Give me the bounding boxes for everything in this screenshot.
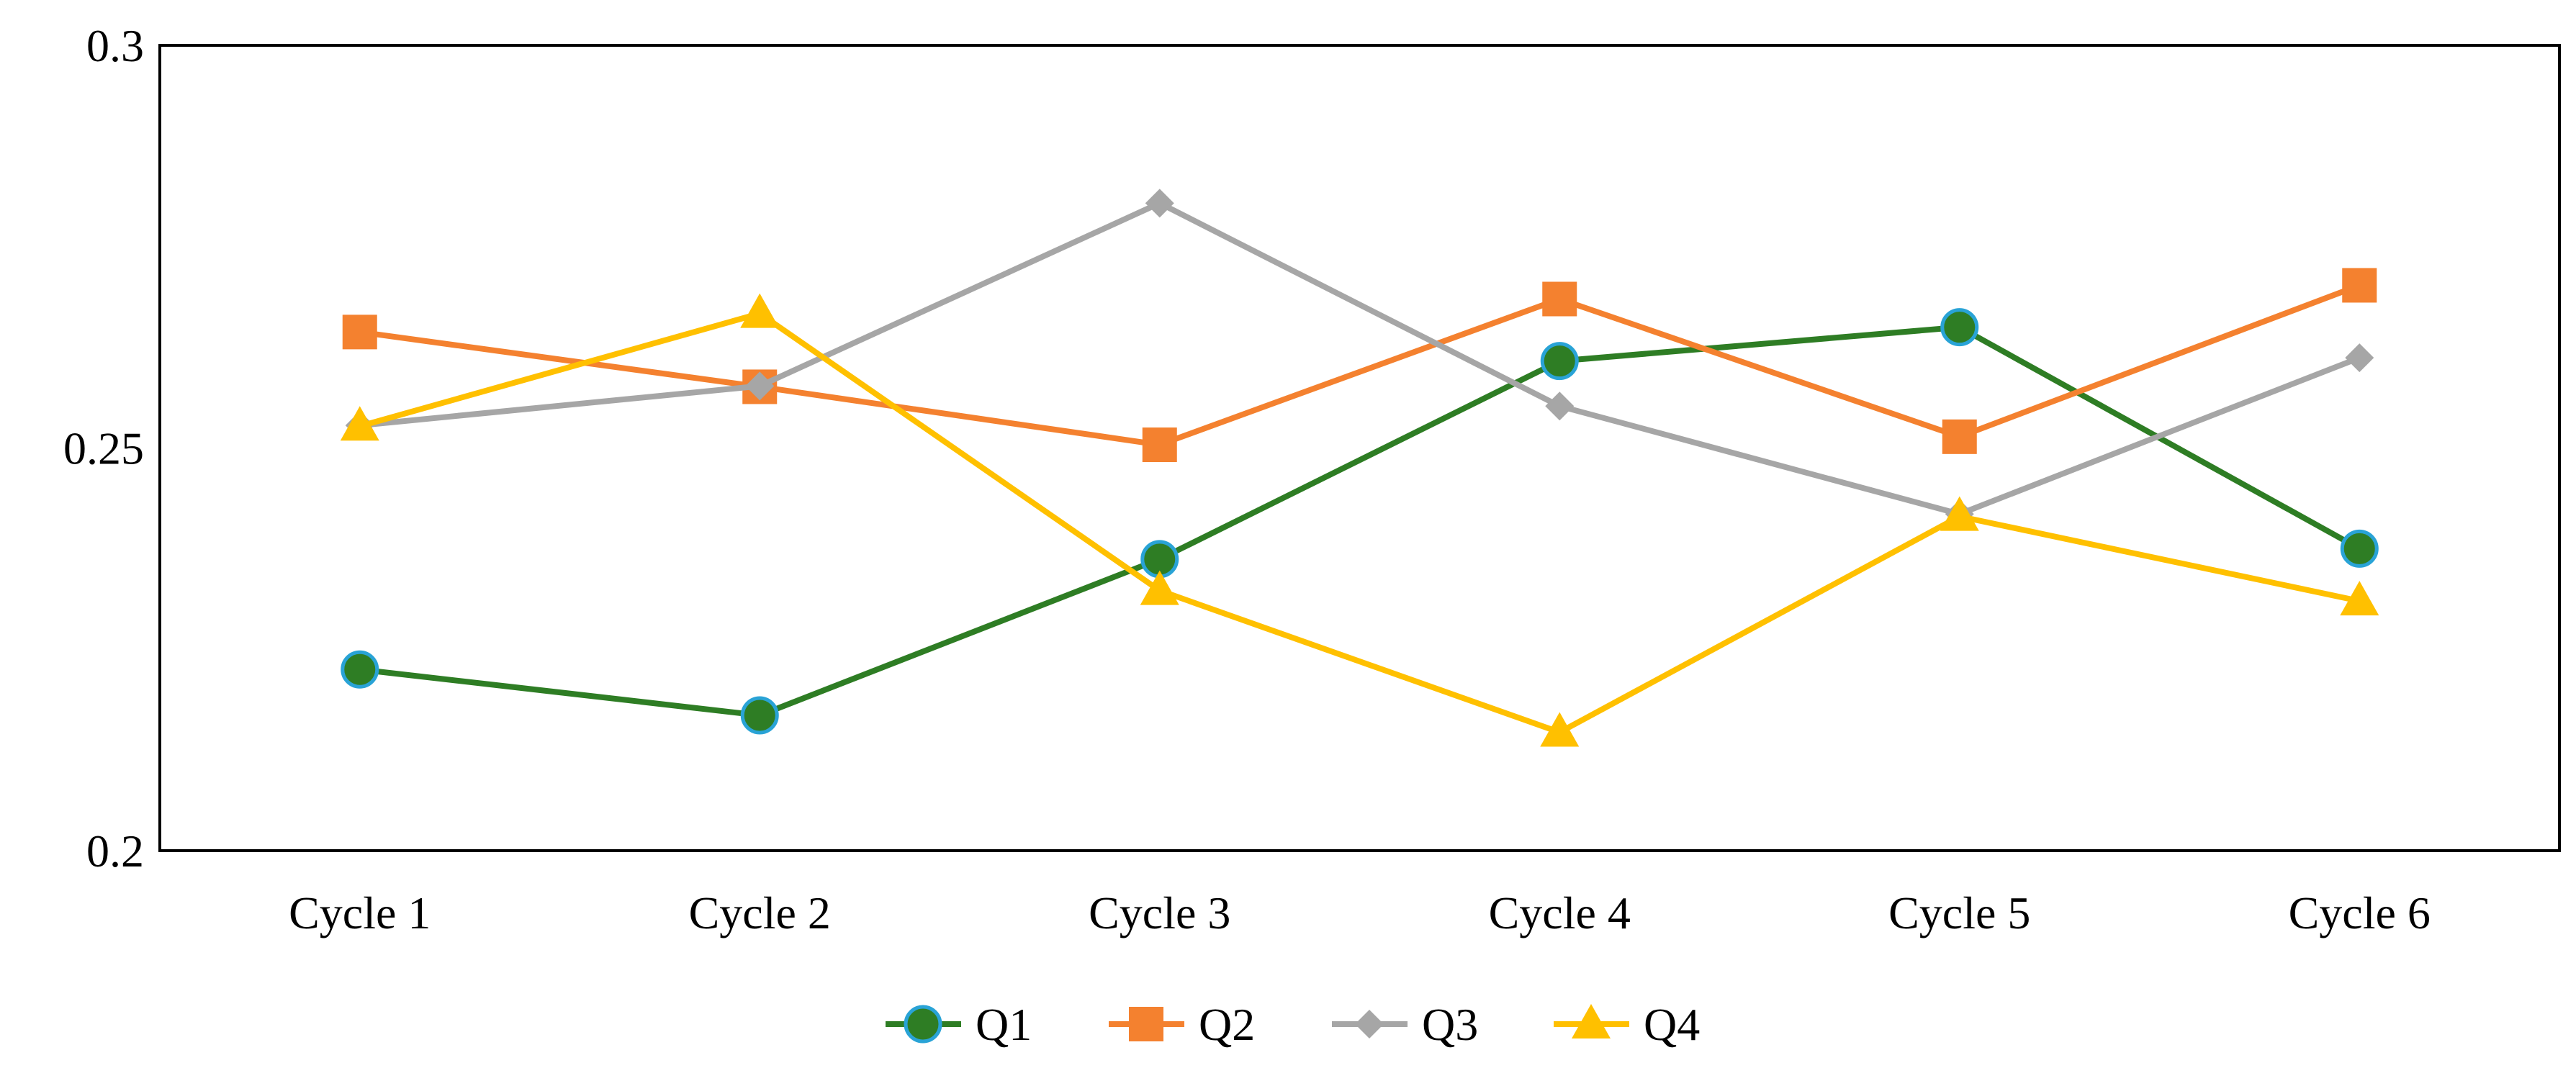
data-point-q2 <box>342 314 377 350</box>
series-line-q4 <box>359 310 2361 736</box>
series-line-q3 <box>359 200 2361 517</box>
data-point-q3 <box>2345 343 2374 373</box>
data-point-q2 <box>1142 427 1177 463</box>
data-point-q3 <box>1545 392 1575 421</box>
y-tick-label: 0.3 <box>86 20 144 71</box>
x-tick-label: Cycle 4 <box>1489 887 1631 938</box>
y-tick-label: 0.25 <box>63 423 144 474</box>
data-point-q1 <box>1540 342 1579 381</box>
legend-label: Q4 <box>1644 999 1700 1050</box>
data-point-q4 <box>740 293 780 328</box>
data-point-q2 <box>1942 419 1977 454</box>
legend-label: Q2 <box>1199 999 1255 1050</box>
x-tick-label: Cycle 6 <box>2289 887 2431 938</box>
legend-marker <box>1572 1004 1611 1038</box>
series-q4 <box>340 293 2379 747</box>
legend-item-q4: Q4 <box>1554 999 1700 1050</box>
data-point-q3 <box>745 371 775 401</box>
data-point-q1 <box>1940 308 1979 347</box>
series-q1 <box>341 308 2379 735</box>
data-point-q3 <box>1145 189 1174 218</box>
legend-item-q2: Q2 <box>1109 999 1255 1050</box>
x-tick-label: Cycle 3 <box>1089 887 1230 938</box>
y-axis-tick-labels: 0.2 0.25 0.3 <box>63 20 144 877</box>
x-axis-tick-labels: Cycle 1 Cycle 2 Cycle 3 Cycle 4 Cycle 5 Cycle… <box>289 887 2431 938</box>
data-point-q1 <box>341 650 379 689</box>
data-point-q1 <box>740 696 779 735</box>
series-layer <box>340 189 2379 747</box>
data-point-q1 <box>2340 529 2379 568</box>
plot-area <box>158 44 2561 852</box>
legend-item-q1: Q1 <box>886 999 1032 1050</box>
series-line-q1 <box>359 324 2361 719</box>
legend-marker <box>1129 1007 1163 1041</box>
data-point-q4 <box>2340 581 2379 616</box>
x-tick-label: Cycle 5 <box>1888 887 2030 938</box>
data-point-q4 <box>1140 570 1179 605</box>
x-tick-label: Cycle 2 <box>689 887 831 938</box>
legend-marker <box>1355 1010 1384 1038</box>
x-tick-label: Cycle 1 <box>289 887 431 938</box>
legend-label: Q1 <box>976 999 1032 1050</box>
data-point-q4 <box>1940 496 1979 531</box>
y-tick-label: 0.2 <box>86 825 144 877</box>
legend-label: Q3 <box>1422 999 1478 1050</box>
legend-item-q3: Q3 <box>1332 999 1478 1050</box>
data-point-q2 <box>1542 281 1577 317</box>
data-point-q4 <box>340 406 379 441</box>
data-point-q2 <box>2342 268 2377 303</box>
data-point-q4 <box>1540 712 1580 747</box>
series-line-q2 <box>359 282 2361 448</box>
legend-marker <box>904 1005 942 1044</box>
legend: Q1 Q2 Q3 Q4 <box>886 999 1700 1050</box>
